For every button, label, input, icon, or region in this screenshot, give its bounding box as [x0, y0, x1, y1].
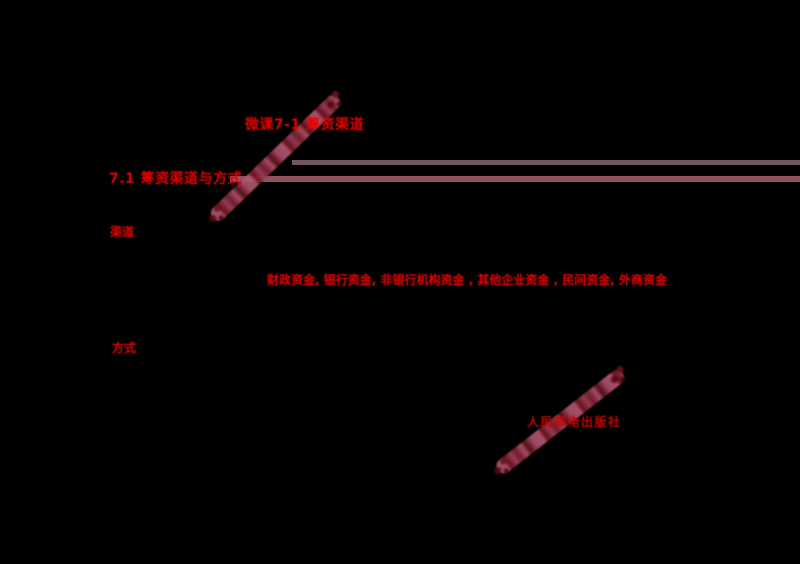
funding-channel-list: 财政资金, 银行资金, 非银行机构资金 , 其他企业资金 , 民间资金, 外商资…	[267, 273, 668, 287]
slide-title: 微课7-1 筹资渠道	[245, 117, 365, 133]
publisher-name: 人民邮电出版社	[527, 415, 622, 429]
sub-label-channels: 渠道	[110, 225, 135, 239]
divider-rule-upper	[292, 160, 800, 165]
sub-label-methods: 方式	[112, 341, 137, 355]
divider-rule-lower	[230, 176, 800, 182]
section-heading: 7.1 筹资渠道与方式	[109, 171, 243, 187]
watermark-band-upper	[207, 92, 344, 224]
